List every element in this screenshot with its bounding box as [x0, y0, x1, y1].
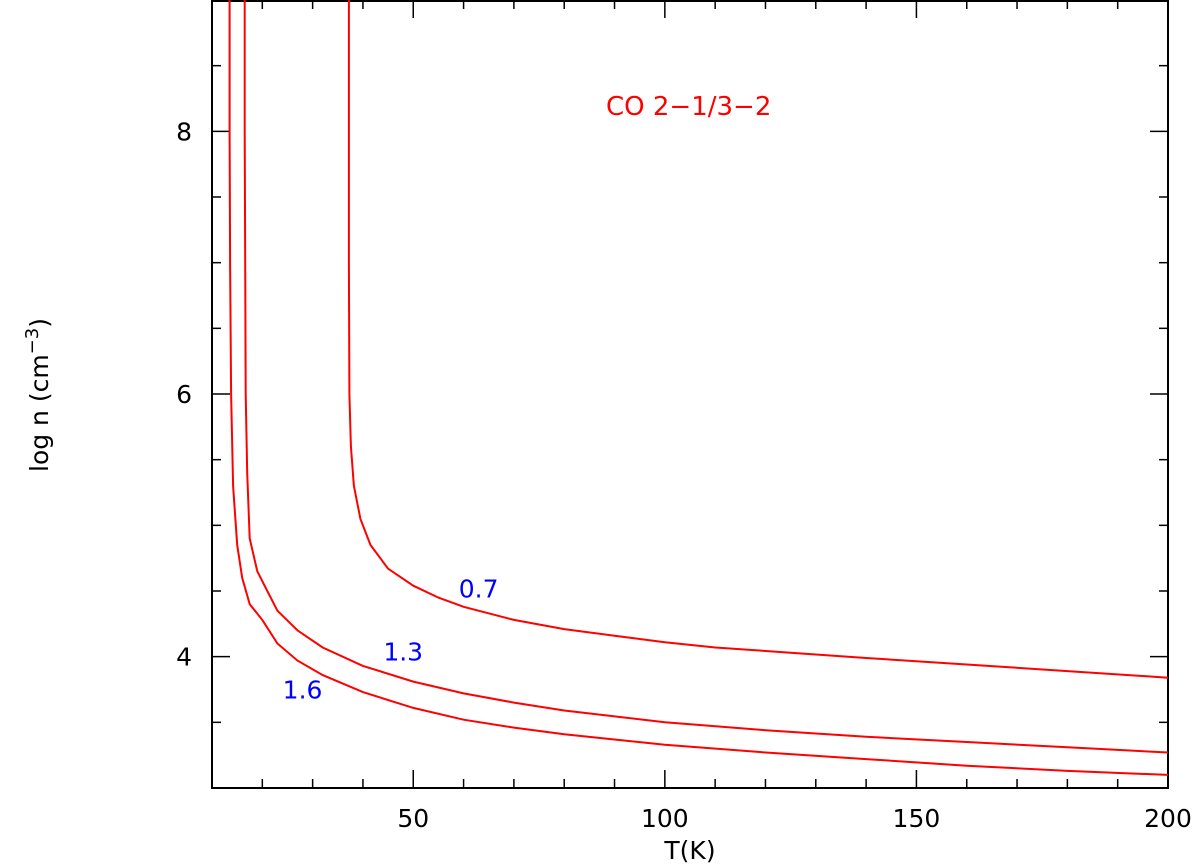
- x-tick-label: 200: [1144, 804, 1192, 833]
- contour-label: 1.6: [283, 676, 323, 705]
- contour-line: [228, 0, 1169, 776]
- y-axis-title-close: ): [25, 318, 54, 328]
- y-axis-title: log n (cm−3): [22, 318, 54, 472]
- contour-labels: 0.7 1.3 1.6: [283, 575, 499, 705]
- x-tick-label: 150: [893, 804, 941, 833]
- y-tick-label: 6: [176, 380, 192, 409]
- x-axis-title: T(K): [663, 836, 715, 865]
- contour-label: 0.7: [459, 575, 499, 604]
- axis-ticks: 50 100 150 200 4 6 8: [176, 0, 1192, 833]
- annotation: CO 2−1/3−2: [606, 92, 771, 122]
- contour-label: 1.3: [383, 638, 423, 667]
- y-axis-title-main: log n (cm: [25, 354, 54, 472]
- y-tick-label: 4: [176, 643, 192, 672]
- contour-line: [347, 0, 1169, 679]
- x-tick-label: 100: [641, 804, 689, 833]
- y-tick-label: 8: [176, 117, 192, 146]
- x-tick-label: 50: [397, 804, 429, 833]
- series-layer: [228, 0, 1169, 776]
- y-axis-title-sup: −3: [22, 328, 43, 355]
- contour-line: [243, 0, 1169, 754]
